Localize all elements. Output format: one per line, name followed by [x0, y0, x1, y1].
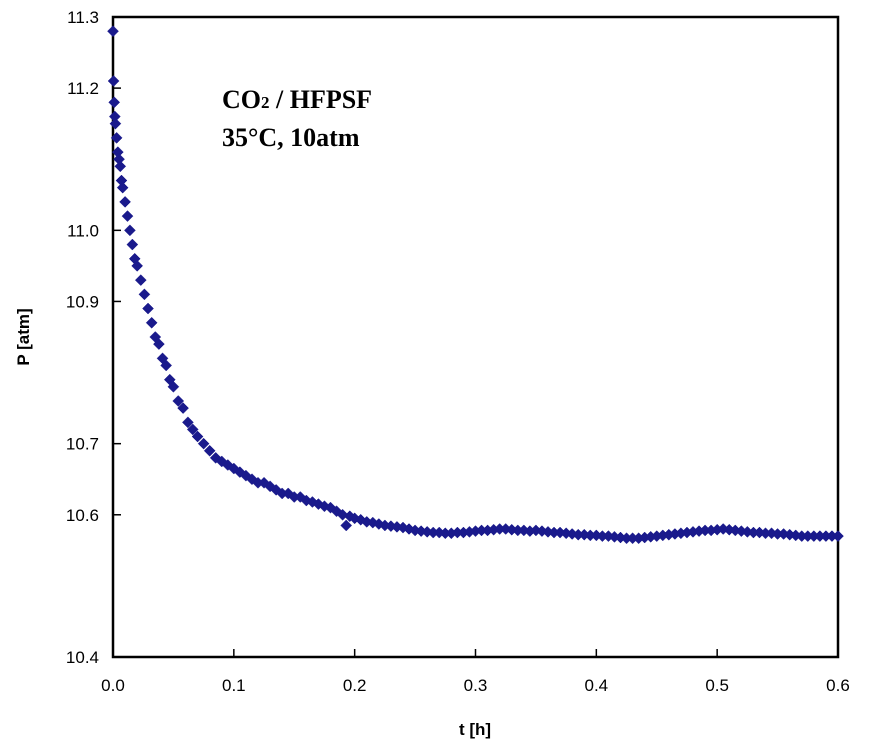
y-tick-label: 10.7: [66, 435, 99, 454]
annotation-line-1: CO2 / HFPSF: [222, 85, 372, 114]
annotation-co: CO: [222, 85, 261, 114]
x-tick-label: 0.1: [222, 676, 246, 695]
y-tick-label: 10.9: [66, 292, 99, 311]
x-axis-title: t [h]: [459, 720, 491, 739]
annotation-subscript: 2: [261, 93, 270, 112]
y-tick-label: 10.6: [66, 506, 99, 525]
y-tick-label: 11.0: [67, 221, 99, 240]
x-tick-label: 0.6: [826, 676, 850, 695]
y-tick-label: 11.3: [67, 8, 99, 27]
x-tick-label: 0.4: [585, 676, 609, 695]
annotation-line-2: 35°C, 10atm: [222, 123, 360, 152]
x-tick-label: 0.5: [705, 676, 729, 695]
y-tick-label: 11.2: [67, 79, 99, 98]
y-axis-title: P [atm]: [14, 308, 33, 365]
x-tick-label: 0.3: [464, 676, 488, 695]
x-tick-label: 0.2: [343, 676, 367, 695]
x-tick-label: 0.0: [101, 676, 125, 695]
y-tick-label: 10.4: [66, 648, 99, 667]
annotation-system: / HFPSF: [270, 85, 373, 114]
